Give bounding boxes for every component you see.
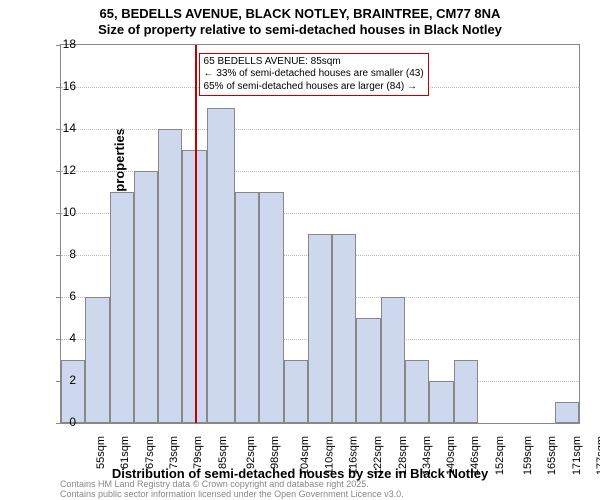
histogram-bar <box>381 297 405 423</box>
reference-line <box>195 45 197 423</box>
histogram-bar <box>555 402 579 423</box>
histogram-bar <box>235 192 259 423</box>
y-tick-label: 14 <box>46 121 76 135</box>
y-tick-label: 6 <box>46 289 76 303</box>
footer-attribution: Contains HM Land Registry data © Crown c… <box>60 480 404 500</box>
y-tick-label: 10 <box>46 205 76 219</box>
y-tick-label: 16 <box>46 79 76 93</box>
x-tick-label: 85sqm <box>217 436 229 469</box>
histogram-bar <box>85 297 109 423</box>
histogram-bar <box>356 318 380 423</box>
histogram-bar <box>158 129 182 423</box>
histogram-chart: 65, BEDELLS AVENUE, BLACK NOTLEY, BRAINT… <box>0 0 600 500</box>
y-tick-label: 12 <box>46 163 76 177</box>
y-tick-label: 0 <box>46 415 76 429</box>
x-tick-label: 79sqm <box>192 436 204 469</box>
histogram-bar <box>259 192 283 423</box>
x-tick-label: 92sqm <box>245 436 257 469</box>
x-tick-label: 73sqm <box>168 436 180 469</box>
histogram-bar <box>61 360 85 423</box>
histogram-bar <box>308 234 332 423</box>
chart-title-sub: Size of property relative to semi-detach… <box>0 22 600 37</box>
x-tick-label: 98sqm <box>269 436 281 469</box>
y-tick-label: 2 <box>46 373 76 387</box>
y-tick-label: 4 <box>46 331 76 345</box>
plot-area: 65 BEDELLS AVENUE: 85sqm ← 33% of semi-d… <box>60 44 580 424</box>
y-tick-label: 8 <box>46 247 76 261</box>
x-tick-label: 67sqm <box>144 436 156 469</box>
x-tick-label: 61sqm <box>119 436 131 469</box>
annotation-line-2: ← 33% of semi-detached houses are smalle… <box>204 68 424 81</box>
annotation-box: 65 BEDELLS AVENUE: 85sqm ← 33% of semi-d… <box>199 53 429 97</box>
histogram-bar <box>207 108 235 423</box>
histogram-bar <box>429 381 453 423</box>
bars-group <box>61 45 579 423</box>
histogram-bar <box>454 360 478 423</box>
x-tick-label: 55sqm <box>95 436 107 469</box>
chart-title-main: 65, BEDELLS AVENUE, BLACK NOTLEY, BRAINT… <box>0 6 600 21</box>
histogram-bar <box>405 360 429 423</box>
histogram-bar <box>284 360 308 423</box>
histogram-bar <box>134 171 158 423</box>
footer-line-2: Contains public sector information licen… <box>60 490 404 500</box>
annotation-line-3: 65% of semi-detached houses are larger (… <box>204 81 424 94</box>
histogram-bar <box>332 234 356 423</box>
histogram-bar <box>110 192 134 423</box>
annotation-line-1: 65 BEDELLS AVENUE: 85sqm <box>204 56 424 69</box>
y-tick-label: 18 <box>46 37 76 51</box>
